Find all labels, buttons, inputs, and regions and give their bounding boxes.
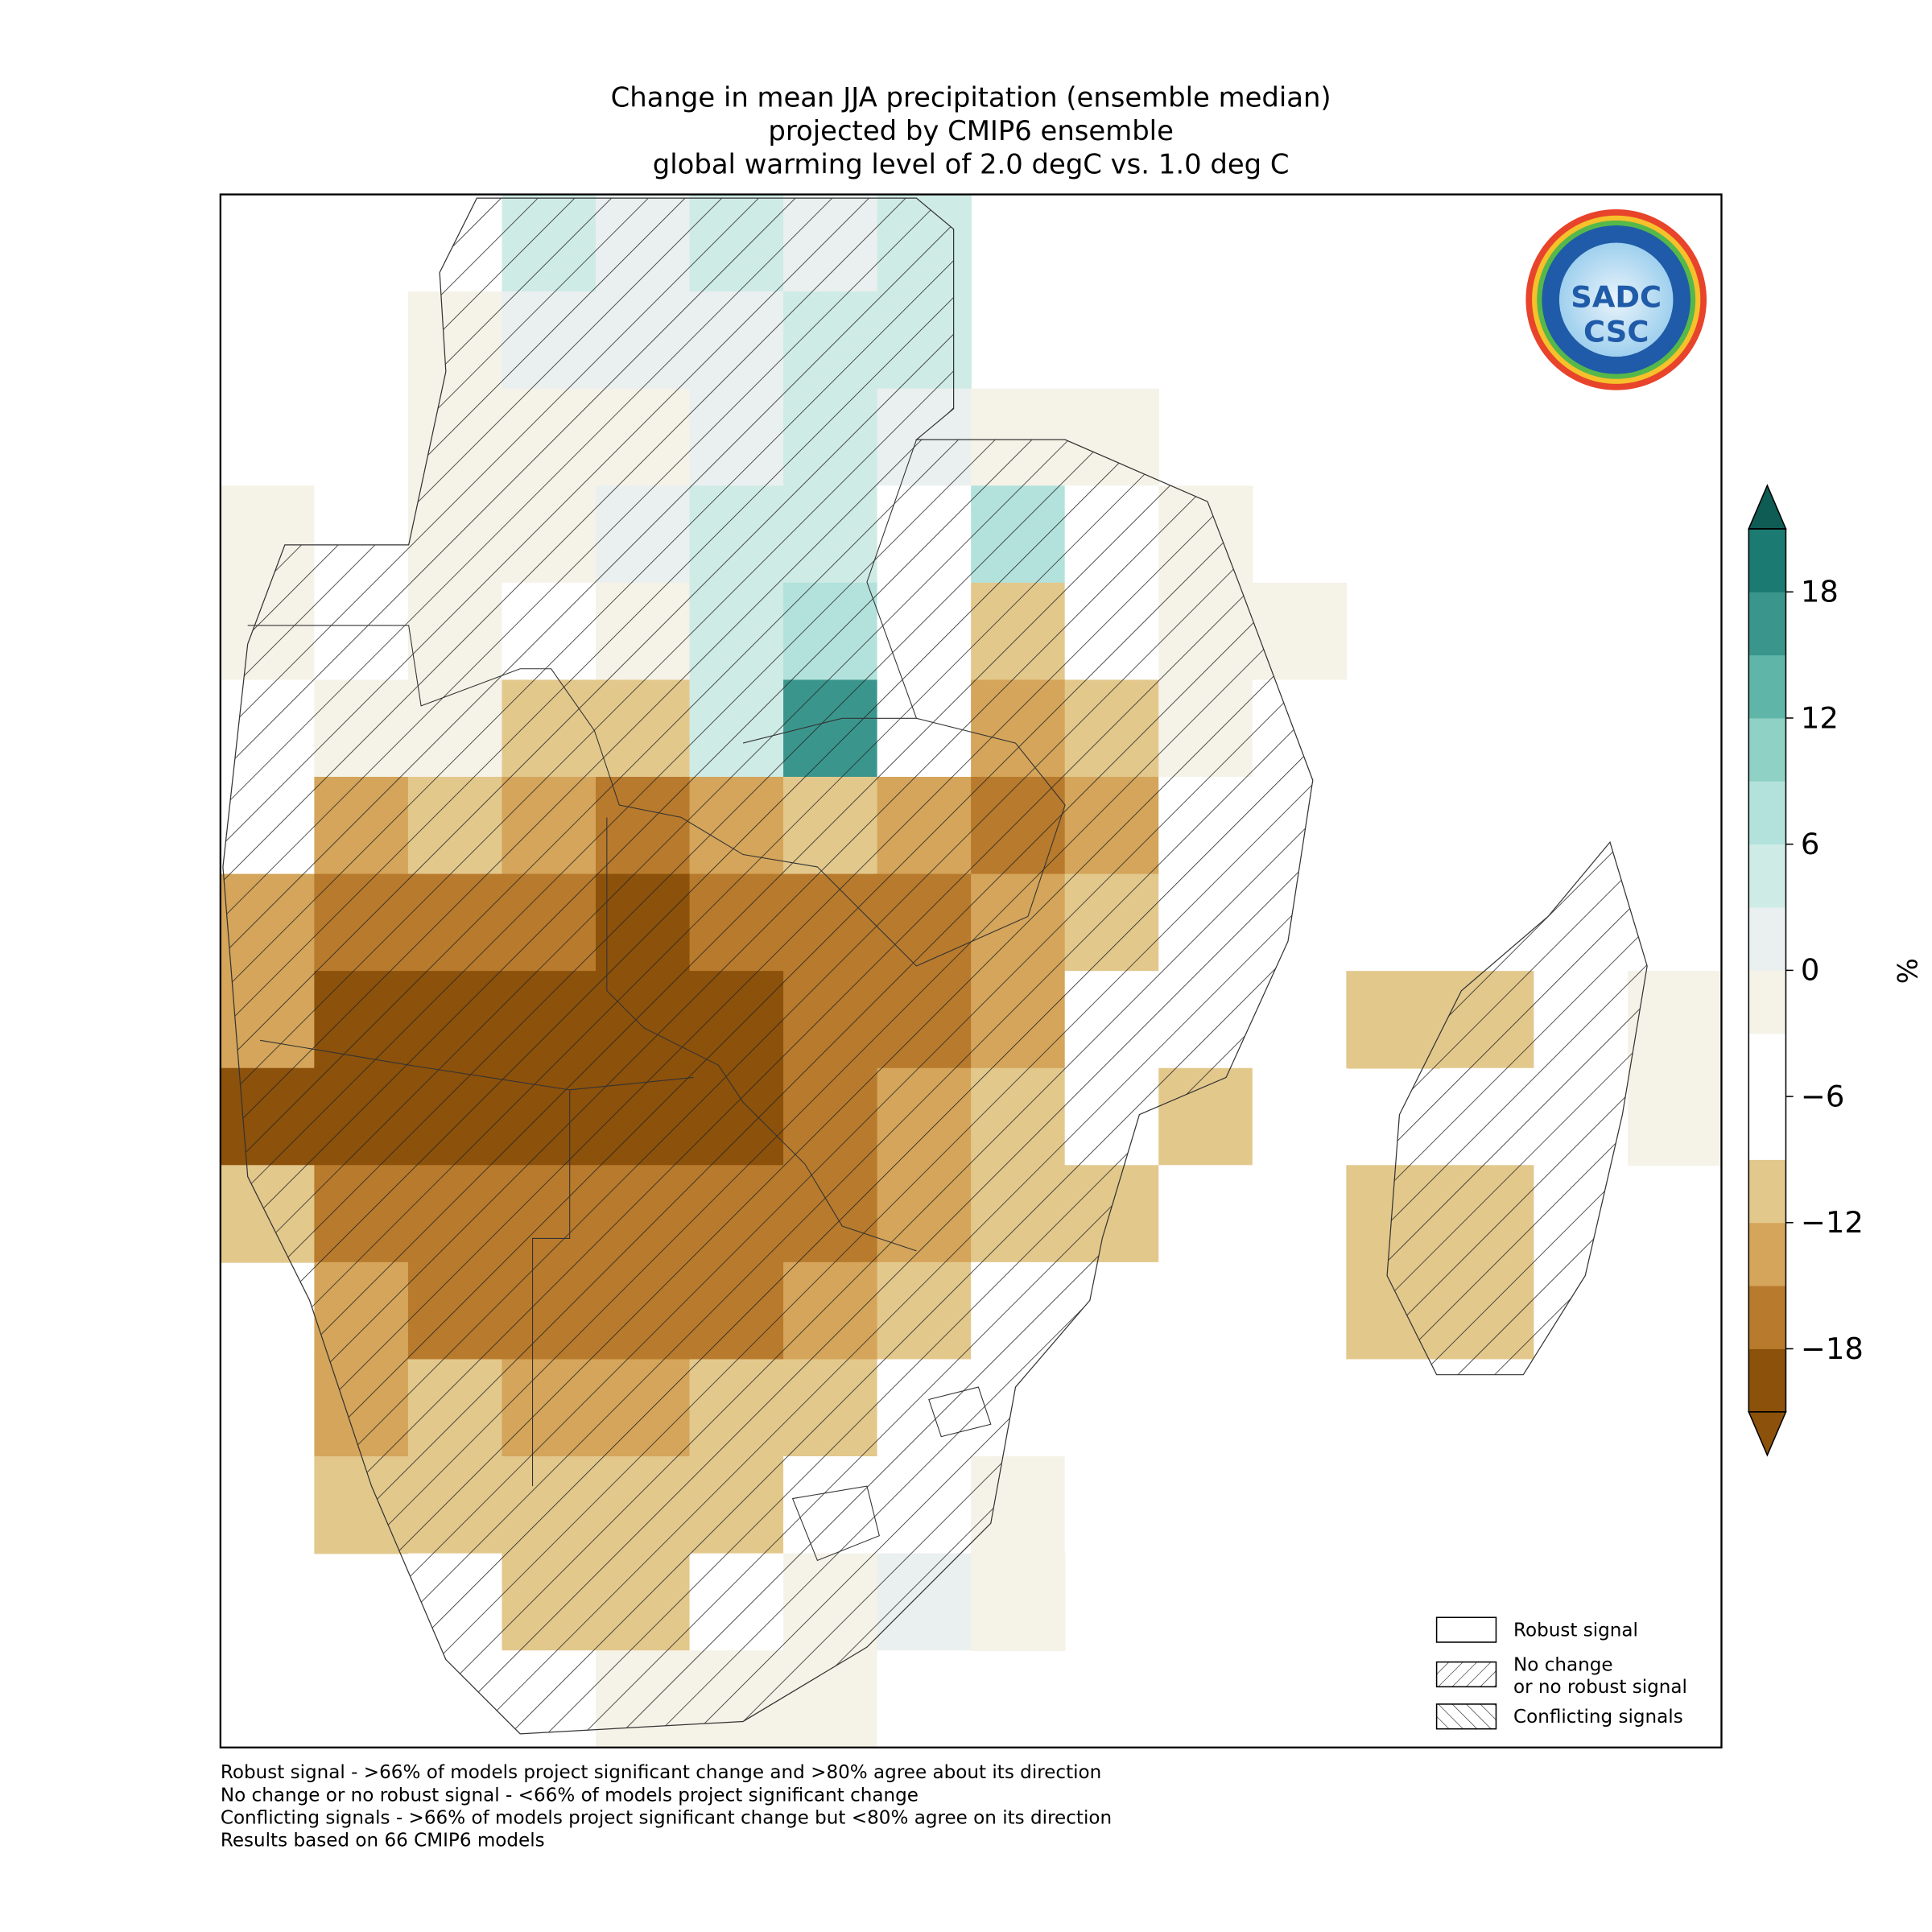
colorbar-bin xyxy=(1748,1159,1786,1224)
grid-cell xyxy=(877,1650,972,1748)
colorbar-bin xyxy=(1748,781,1786,845)
colorbar-bin xyxy=(1748,1033,1786,1097)
country-border xyxy=(247,439,1066,1562)
legend-label: Robust signal xyxy=(1513,1620,1638,1641)
colorbar-frame xyxy=(1748,528,1787,1413)
legend-label: Conflicting signals xyxy=(1513,1707,1683,1728)
colorbar-bin xyxy=(1748,907,1786,971)
legend-swatch xyxy=(1435,1616,1497,1643)
colorbar-bin xyxy=(1748,528,1786,592)
colorbar-tick-label: −6 xyxy=(1801,1079,1844,1113)
hatch-madagascar xyxy=(1386,840,1648,1376)
colorbar-bin xyxy=(1748,1348,1786,1413)
footnote: Robust signal - >66% of models project s… xyxy=(221,1762,1101,1783)
legend-label: No change or no robust signal xyxy=(1513,1654,1687,1698)
grid-cell xyxy=(1439,1359,1535,1457)
colorbar: 18 12 6 0 −6 −12 −18% xyxy=(1748,484,1924,1457)
colorbar-tick-label: 0 xyxy=(1801,953,1819,988)
colorbar-label: % xyxy=(1893,958,1924,984)
grid-cell xyxy=(1346,1359,1441,1457)
colorbar-bin xyxy=(1748,1286,1786,1349)
grid-cell xyxy=(1252,971,1348,1069)
title: Change in mean JJA precipitation (ensemb… xyxy=(611,81,1331,180)
chart-title: global warming level of 2.0 degC vs. 1.0… xyxy=(653,148,1290,180)
colorbar-bin xyxy=(1748,844,1786,908)
colorbar-extend-under xyxy=(1748,1411,1787,1457)
chart-title: projected by CMIP6 ensemble xyxy=(768,115,1173,147)
footnote: No change or no robust signal - <66% of … xyxy=(221,1785,919,1806)
logo-disc xyxy=(1558,242,1674,357)
footnote: Results based on 66 CMIP6 models xyxy=(221,1831,545,1852)
legend-swatch xyxy=(1435,1661,1497,1688)
footnotes: Robust signal - >66% of models project s… xyxy=(221,1762,1112,1851)
colorbar-tick-label: 6 xyxy=(1801,827,1819,861)
footnote: Conflicting signals - >66% of models pro… xyxy=(221,1808,1112,1829)
colorbar-bin xyxy=(1748,654,1786,719)
grid-cell xyxy=(1627,1067,1722,1166)
colorbar-extend-over xyxy=(1748,484,1787,530)
logo-text: CSC xyxy=(1583,315,1649,349)
colorbar-tick-label: 18 xyxy=(1801,575,1839,609)
chart-title: Change in mean JJA precipitation (ensemb… xyxy=(611,81,1331,113)
colorbar-bin xyxy=(1748,1096,1786,1160)
legend: Robust signal No change or no robust signa… xyxy=(1435,1616,1687,1730)
legend-swatch xyxy=(1435,1703,1497,1730)
colorbar-tick-label: −18 xyxy=(1801,1331,1864,1366)
map-frame xyxy=(219,193,1723,1748)
colorbar-tick-label: 12 xyxy=(1801,700,1839,735)
hatch-mainland xyxy=(222,197,1314,1735)
colorbar-bin xyxy=(1748,970,1786,1034)
colorbar-bin xyxy=(1748,1222,1786,1286)
grid-cell xyxy=(1346,971,1441,1069)
land-outline xyxy=(222,197,1648,1735)
colorbar-bin xyxy=(1748,592,1786,656)
grid-cell xyxy=(971,1553,1066,1651)
colorbar-tick-label: −12 xyxy=(1801,1205,1864,1240)
grid-cell xyxy=(1064,1456,1159,1554)
grid-cell xyxy=(1064,1359,1159,1457)
grid-cell xyxy=(1158,1165,1253,1263)
grid-cell xyxy=(1158,1261,1253,1360)
logo-text: SADC xyxy=(1571,280,1662,315)
grid-cell xyxy=(1252,1067,1348,1166)
colorbar-bin xyxy=(1748,717,1786,782)
